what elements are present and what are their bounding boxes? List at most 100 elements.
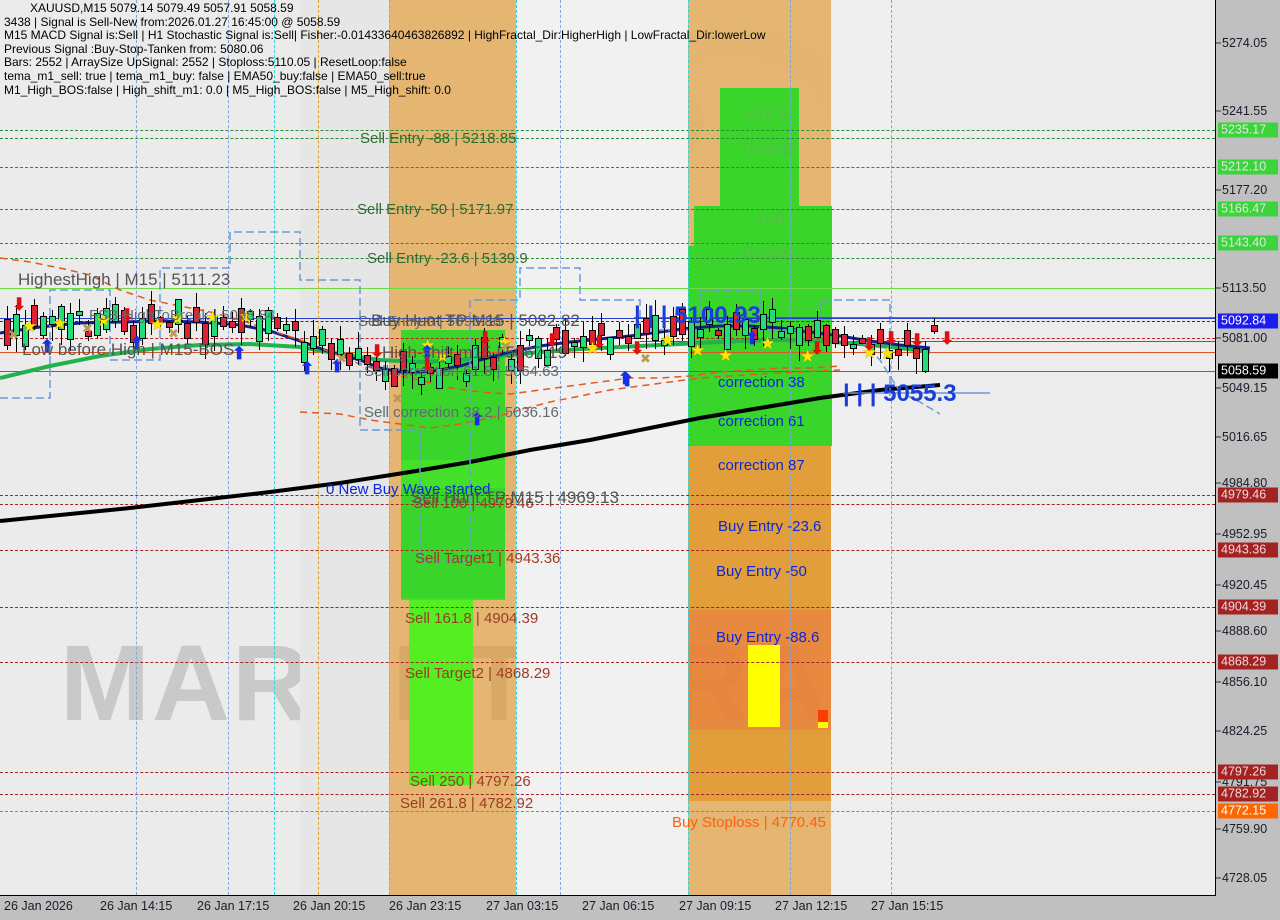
vline-blue-3 <box>318 0 319 895</box>
signal-star-icon: ★ <box>880 344 896 363</box>
chart-label: Target1 <box>740 243 797 262</box>
price-tickmark <box>1216 781 1221 783</box>
candle-bearish <box>481 336 488 360</box>
price-level-badge[interactable]: 4979.46 <box>1218 487 1278 503</box>
chart-label: correction 38 <box>718 374 805 391</box>
candle-bullish <box>58 305 65 331</box>
time-tick-label: 27 Jan 03:15 <box>486 899 559 913</box>
candle-bearish <box>553 327 560 340</box>
candle-wick <box>574 338 575 359</box>
yellow-marker-bar-2 <box>818 722 828 728</box>
candle-wick <box>790 320 791 350</box>
chart-label: Sell correction 61.8 | 5064.63 <box>364 363 559 380</box>
price-tickmark <box>1216 584 1221 586</box>
candle-bearish <box>490 356 497 370</box>
signal-star-icon: ★ <box>800 347 816 366</box>
candle-bullish <box>139 318 146 339</box>
candle-bullish <box>247 310 254 320</box>
candle-bullish <box>418 376 425 386</box>
candle-bullish <box>463 372 470 383</box>
level-5143 <box>0 243 1215 244</box>
time-tick-label: 26 Jan 2026 <box>4 899 73 913</box>
candle-bearish <box>157 316 164 323</box>
price-level-badge[interactable]: 4797.26 <box>1218 764 1278 780</box>
price-tickmark <box>1216 287 1221 289</box>
chart-label: Sell Entry -88 | 5218.85 <box>360 130 517 147</box>
time-tick-label: 27 Jan 06:15 <box>582 899 655 913</box>
price-tick-label: 4824.25 <box>1222 724 1268 738</box>
candle-bullish <box>301 342 308 363</box>
signal-star-icon: ★ <box>52 314 68 333</box>
zone-sell-target1 <box>401 488 505 598</box>
vline-cyan-1 <box>274 0 275 895</box>
price-level-badge[interactable]: 5092.84 <box>1218 313 1278 329</box>
cross-marker-icon: ✖ <box>168 326 179 341</box>
price-level-badge[interactable]: 5143.40 <box>1218 235 1278 251</box>
chart-label: correction 61 <box>718 413 805 430</box>
zone-buy-entry <box>688 446 831 801</box>
price-tickmark <box>1216 681 1221 683</box>
orange-marker-bar <box>818 710 828 726</box>
candle-bearish <box>751 327 758 341</box>
candle-bullish <box>112 303 119 323</box>
price-tickmark <box>1216 436 1221 438</box>
level-sell-target2 <box>0 662 1215 663</box>
candle-bullish <box>40 316 47 337</box>
candle-bearish <box>391 368 398 387</box>
channel-blue-line <box>0 231 891 561</box>
level-sell-target1 <box>0 550 1215 551</box>
candle-bearish <box>454 354 461 366</box>
price-level-badge[interactable]: 5166.47 <box>1218 201 1278 217</box>
candle-bearish <box>643 318 650 335</box>
price-level-badge[interactable]: 4868.29 <box>1218 654 1278 670</box>
level-sell-entry-236 <box>0 258 1215 259</box>
candle-bearish <box>715 330 722 337</box>
sell-arrow-icon: ⬇ <box>592 333 607 352</box>
price-level-badge[interactable]: 5212.10 <box>1218 159 1278 175</box>
price-tick-label: 4984.80 <box>1222 476 1268 490</box>
buy-arrow-icon: ⬆ <box>470 410 485 429</box>
candle-bearish <box>895 348 902 356</box>
price-tickmark <box>1216 533 1221 535</box>
signal-star-icon: ★ <box>150 315 166 334</box>
candle-bearish <box>373 361 380 372</box>
chart-label: Sell Target2 | 4868.29 <box>405 665 551 682</box>
price-level-badge[interactable]: 5058.59 <box>1218 363 1278 379</box>
chart-label: Buy Hunt TP M15 | 5082.82 <box>371 311 580 330</box>
buy-arrow-icon: ⬆ <box>620 371 635 390</box>
candle-bullish <box>886 349 893 359</box>
price-level-badge[interactable]: 4943.36 <box>1218 542 1278 558</box>
candle-bullish <box>706 309 713 326</box>
price-level-badge[interactable]: 4904.39 <box>1218 599 1278 615</box>
vline-blue-2 <box>228 0 229 895</box>
chart-label: Sell Target1 | 4943.36 <box>415 550 561 567</box>
chart-label: | | | 5055.3 <box>843 380 957 407</box>
price-level-badge[interactable]: 4772.15 <box>1218 803 1278 819</box>
sell-arrow-icon: ⬇ <box>940 329 955 348</box>
candle-bearish <box>805 326 812 341</box>
chart-label: Buy Entry -23.6 <box>718 518 822 535</box>
candle-bearish <box>274 317 281 330</box>
candle-bullish <box>535 338 542 359</box>
zone-sell-lower <box>409 600 473 785</box>
chart-plot-area[interactable]: MARKETZTRADE <box>0 0 1216 896</box>
candle-bullish <box>310 335 317 350</box>
candle-bullish <box>94 313 101 337</box>
chart-label: Target2 <box>740 139 797 158</box>
sell-arrow-icon: ⬇ <box>120 306 135 325</box>
zone-buy-correction <box>688 246 831 446</box>
price-axis[interactable]: 5274.05 5241.55 5177.20 5113.50 5081.00 5049.… <box>1216 0 1280 896</box>
price-level-badge[interactable]: 5235.17 <box>1218 122 1278 138</box>
zone-sell-250 <box>412 765 460 783</box>
price-level-badge[interactable]: 4782.92 <box>1218 786 1278 802</box>
price-tickmark <box>1216 730 1221 732</box>
candle-bullish <box>778 330 785 339</box>
candle-bullish <box>472 345 479 370</box>
candle-bullish <box>211 316 218 337</box>
time-axis[interactable]: 26 Jan 2026 26 Jan 14:15 26 Jan 17:15 26 Ja… <box>0 896 1216 920</box>
vline-cyan-3 <box>516 0 517 895</box>
chart-label: Sell 250 | 4797.26 <box>410 773 531 790</box>
candle-bullish <box>742 319 749 336</box>
signal-star-icon: ★ <box>96 311 112 330</box>
